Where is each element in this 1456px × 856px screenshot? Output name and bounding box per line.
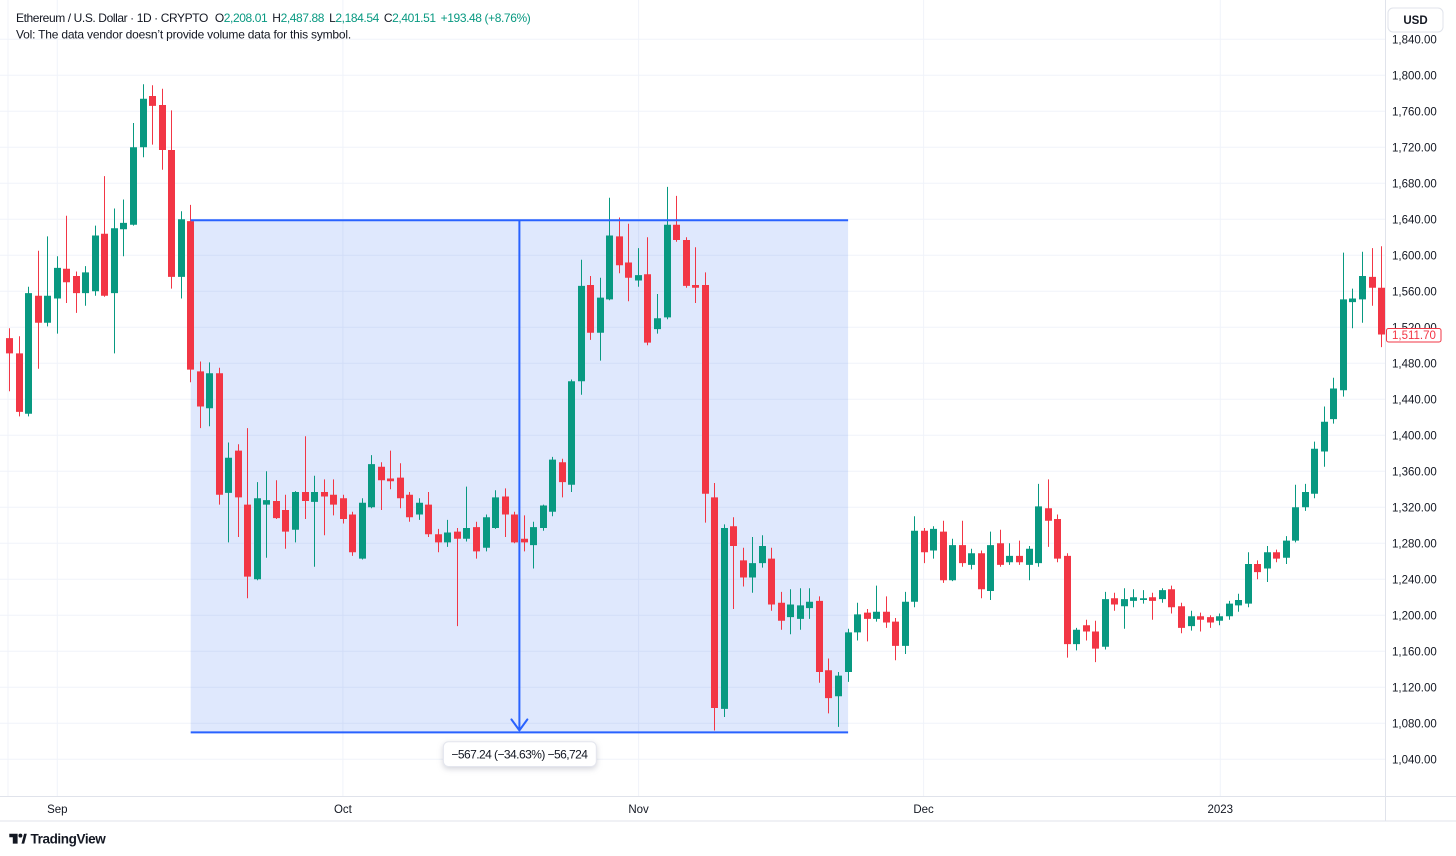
svg-text:Dec: Dec [913,804,934,816]
svg-text:1,560.00: 1,560.00 [1392,286,1437,298]
svg-text:1,120.00: 1,120.00 [1392,682,1437,694]
svg-text:1,600.00: 1,600.00 [1392,250,1437,262]
svg-text:1,320.00: 1,320.00 [1392,502,1437,514]
svg-text:1,440.00: 1,440.00 [1392,394,1437,406]
svg-text:1,240.00: 1,240.00 [1392,574,1437,586]
svg-text:2023: 2023 [1208,804,1234,816]
svg-text:1,760.00: 1,760.00 [1392,106,1437,118]
svg-text:1,720.00: 1,720.00 [1392,142,1437,154]
svg-text:1,160.00: 1,160.00 [1392,646,1437,658]
svg-text:USD: USD [1403,15,1427,27]
svg-text:1,800.00: 1,800.00 [1392,70,1437,82]
svg-text:1,280.00: 1,280.00 [1392,538,1437,550]
svg-text:Nov: Nov [628,804,649,816]
svg-text:1,400.00: 1,400.00 [1392,430,1437,442]
svg-text:TradingView: TradingView [31,832,107,847]
svg-text:1,360.00: 1,360.00 [1392,466,1437,478]
svg-text:1,080.00: 1,080.00 [1392,718,1437,730]
svg-text:1,840.00: 1,840.00 [1392,34,1437,46]
svg-text:1,511.70: 1,511.70 [1392,330,1436,342]
svg-text:Sep: Sep [47,804,67,816]
svg-text:1,040.00: 1,040.00 [1392,754,1437,766]
svg-text:1,640.00: 1,640.00 [1392,214,1437,226]
svg-text:Vol: The data vendor doesn’t p: Vol: The data vendor doesn’t provide vol… [16,28,351,42]
svg-text:1,200.00: 1,200.00 [1392,610,1437,622]
svg-text:Oct: Oct [334,804,353,816]
svg-text:1,480.00: 1,480.00 [1392,358,1437,370]
svg-text:Ethereum / U.S. Dollar · 1D ·: Ethereum / U.S. Dollar · 1D · CRYPTO O2,… [16,11,531,25]
svg-text:−567.24 (−34.63%) −56,724: −567.24 (−34.63%) −56,724 [451,747,588,761]
svg-text:1,680.00: 1,680.00 [1392,178,1437,190]
